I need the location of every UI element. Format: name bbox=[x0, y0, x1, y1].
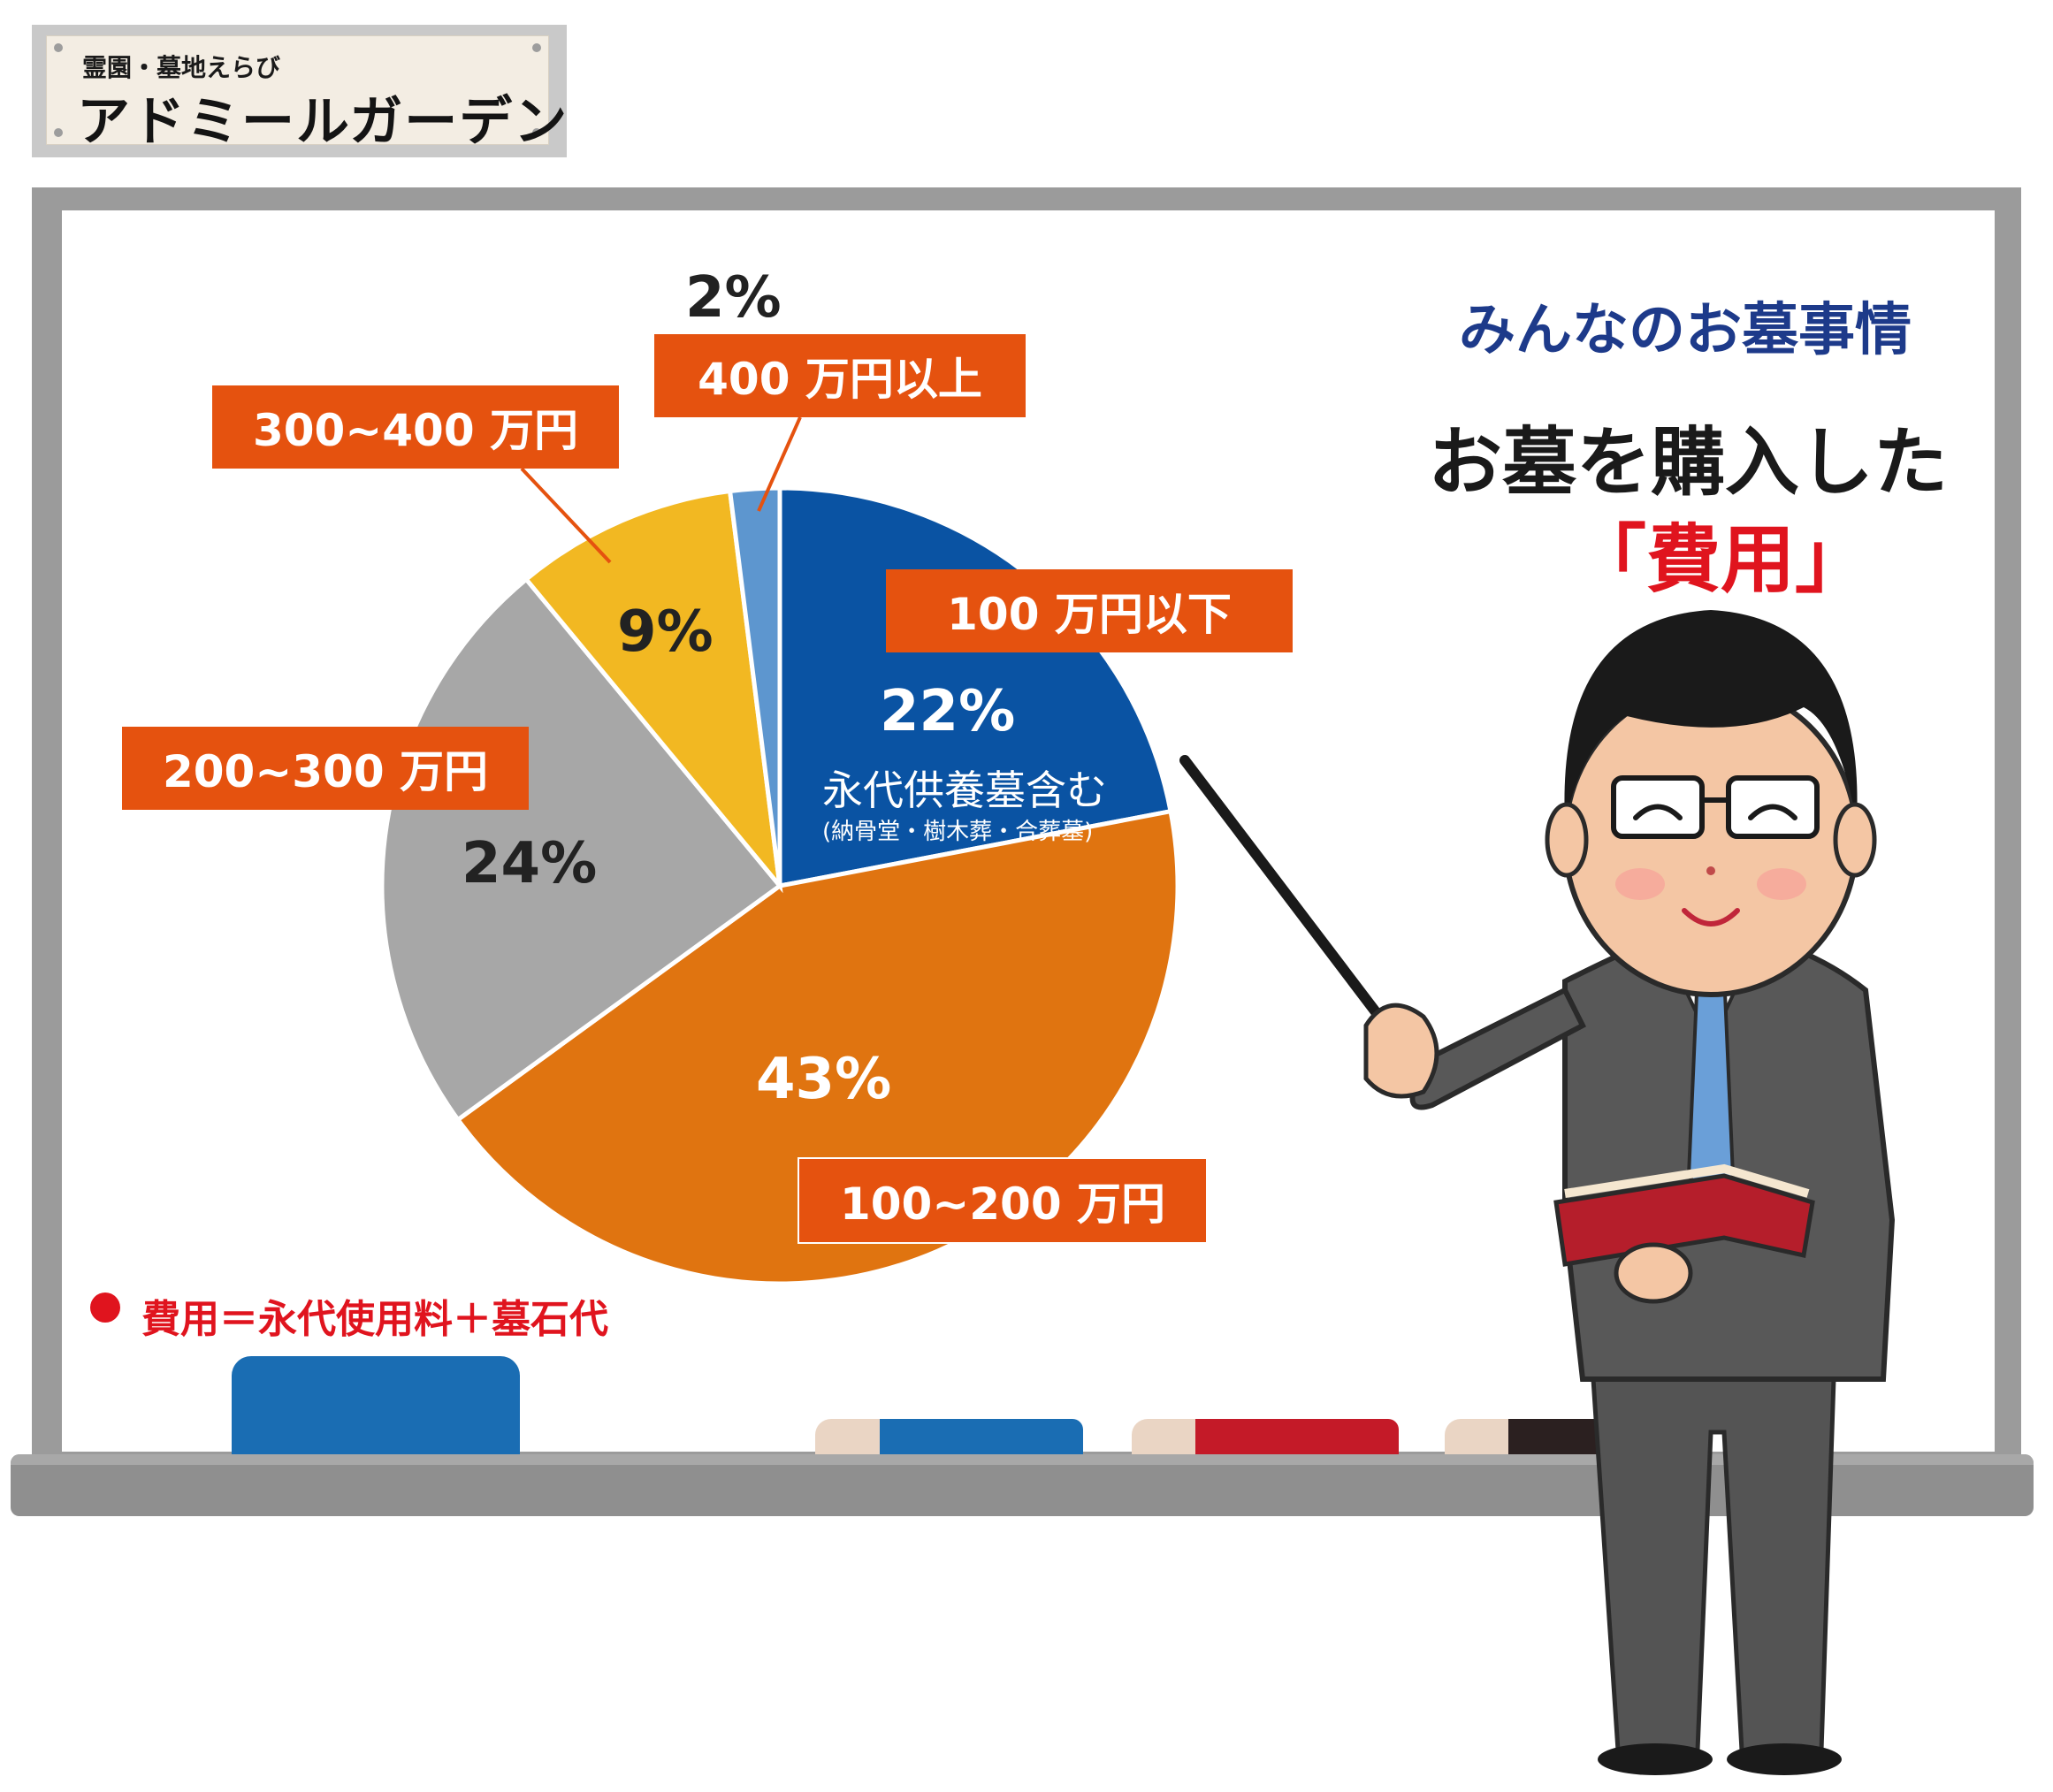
pie-slice bbox=[727, 485, 782, 887]
marker-black bbox=[1508, 1419, 1606, 1454]
marker-icon bbox=[1132, 1419, 1202, 1454]
marker-blue bbox=[880, 1419, 1083, 1454]
marker-icon bbox=[1445, 1419, 1515, 1454]
heading-topic: みんなのお墓事情 bbox=[1459, 298, 1912, 363]
leader-line bbox=[757, 416, 802, 512]
pie-slice bbox=[379, 576, 783, 1123]
logo-board: 霊園・墓地えらび アドミールガーデン bbox=[46, 35, 567, 153]
slice-label: 100 万円以下 bbox=[886, 569, 1293, 652]
logo-name: アドミールガーデン bbox=[77, 91, 569, 153]
slice-label: 300~400 万円 bbox=[212, 385, 619, 469]
slice-label: 400 万円以上 bbox=[654, 334, 1026, 417]
slice-subnote: (納骨堂・樹木葬・合葬墓) bbox=[822, 819, 1094, 845]
marker-red bbox=[1195, 1419, 1399, 1454]
bullet-icon bbox=[90, 1293, 120, 1323]
pie-slice bbox=[523, 488, 783, 894]
marker-icon bbox=[815, 1419, 886, 1454]
slice-percent: 9% bbox=[617, 599, 714, 665]
whiteboard-tray-edge bbox=[11, 1454, 2034, 1465]
slice-label: 100~200 万円 bbox=[798, 1157, 1208, 1244]
slice-percent: 22% bbox=[880, 679, 1016, 744]
book-icon bbox=[1553, 1173, 1815, 1267]
heading-keyword: 「費用」 bbox=[1572, 516, 1870, 603]
pin-icon bbox=[532, 128, 541, 137]
slice-label: 200~300 万円 bbox=[122, 727, 529, 810]
eraser-icon bbox=[232, 1356, 520, 1455]
leader-line bbox=[520, 467, 612, 564]
slice-note: 永代供養墓含む bbox=[822, 766, 1107, 814]
logo-plate: 霊園・墓地えらび アドミールガーデン bbox=[32, 25, 567, 157]
pin-icon bbox=[532, 43, 541, 52]
cost-note: 費用＝永代使用料＋墓石代 bbox=[141, 1297, 608, 1342]
pointer-stick-icon bbox=[1179, 755, 1385, 1022]
slice-percent: 43% bbox=[756, 1047, 892, 1112]
slice-percent: 24% bbox=[462, 831, 598, 896]
logo-subtitle: 霊園・墓地えらび bbox=[82, 53, 281, 82]
pin-icon bbox=[54, 128, 63, 137]
heading-main: お墓を購入した bbox=[1428, 419, 1949, 506]
pin-icon bbox=[54, 43, 63, 52]
slice-percent: 2% bbox=[685, 265, 782, 331]
